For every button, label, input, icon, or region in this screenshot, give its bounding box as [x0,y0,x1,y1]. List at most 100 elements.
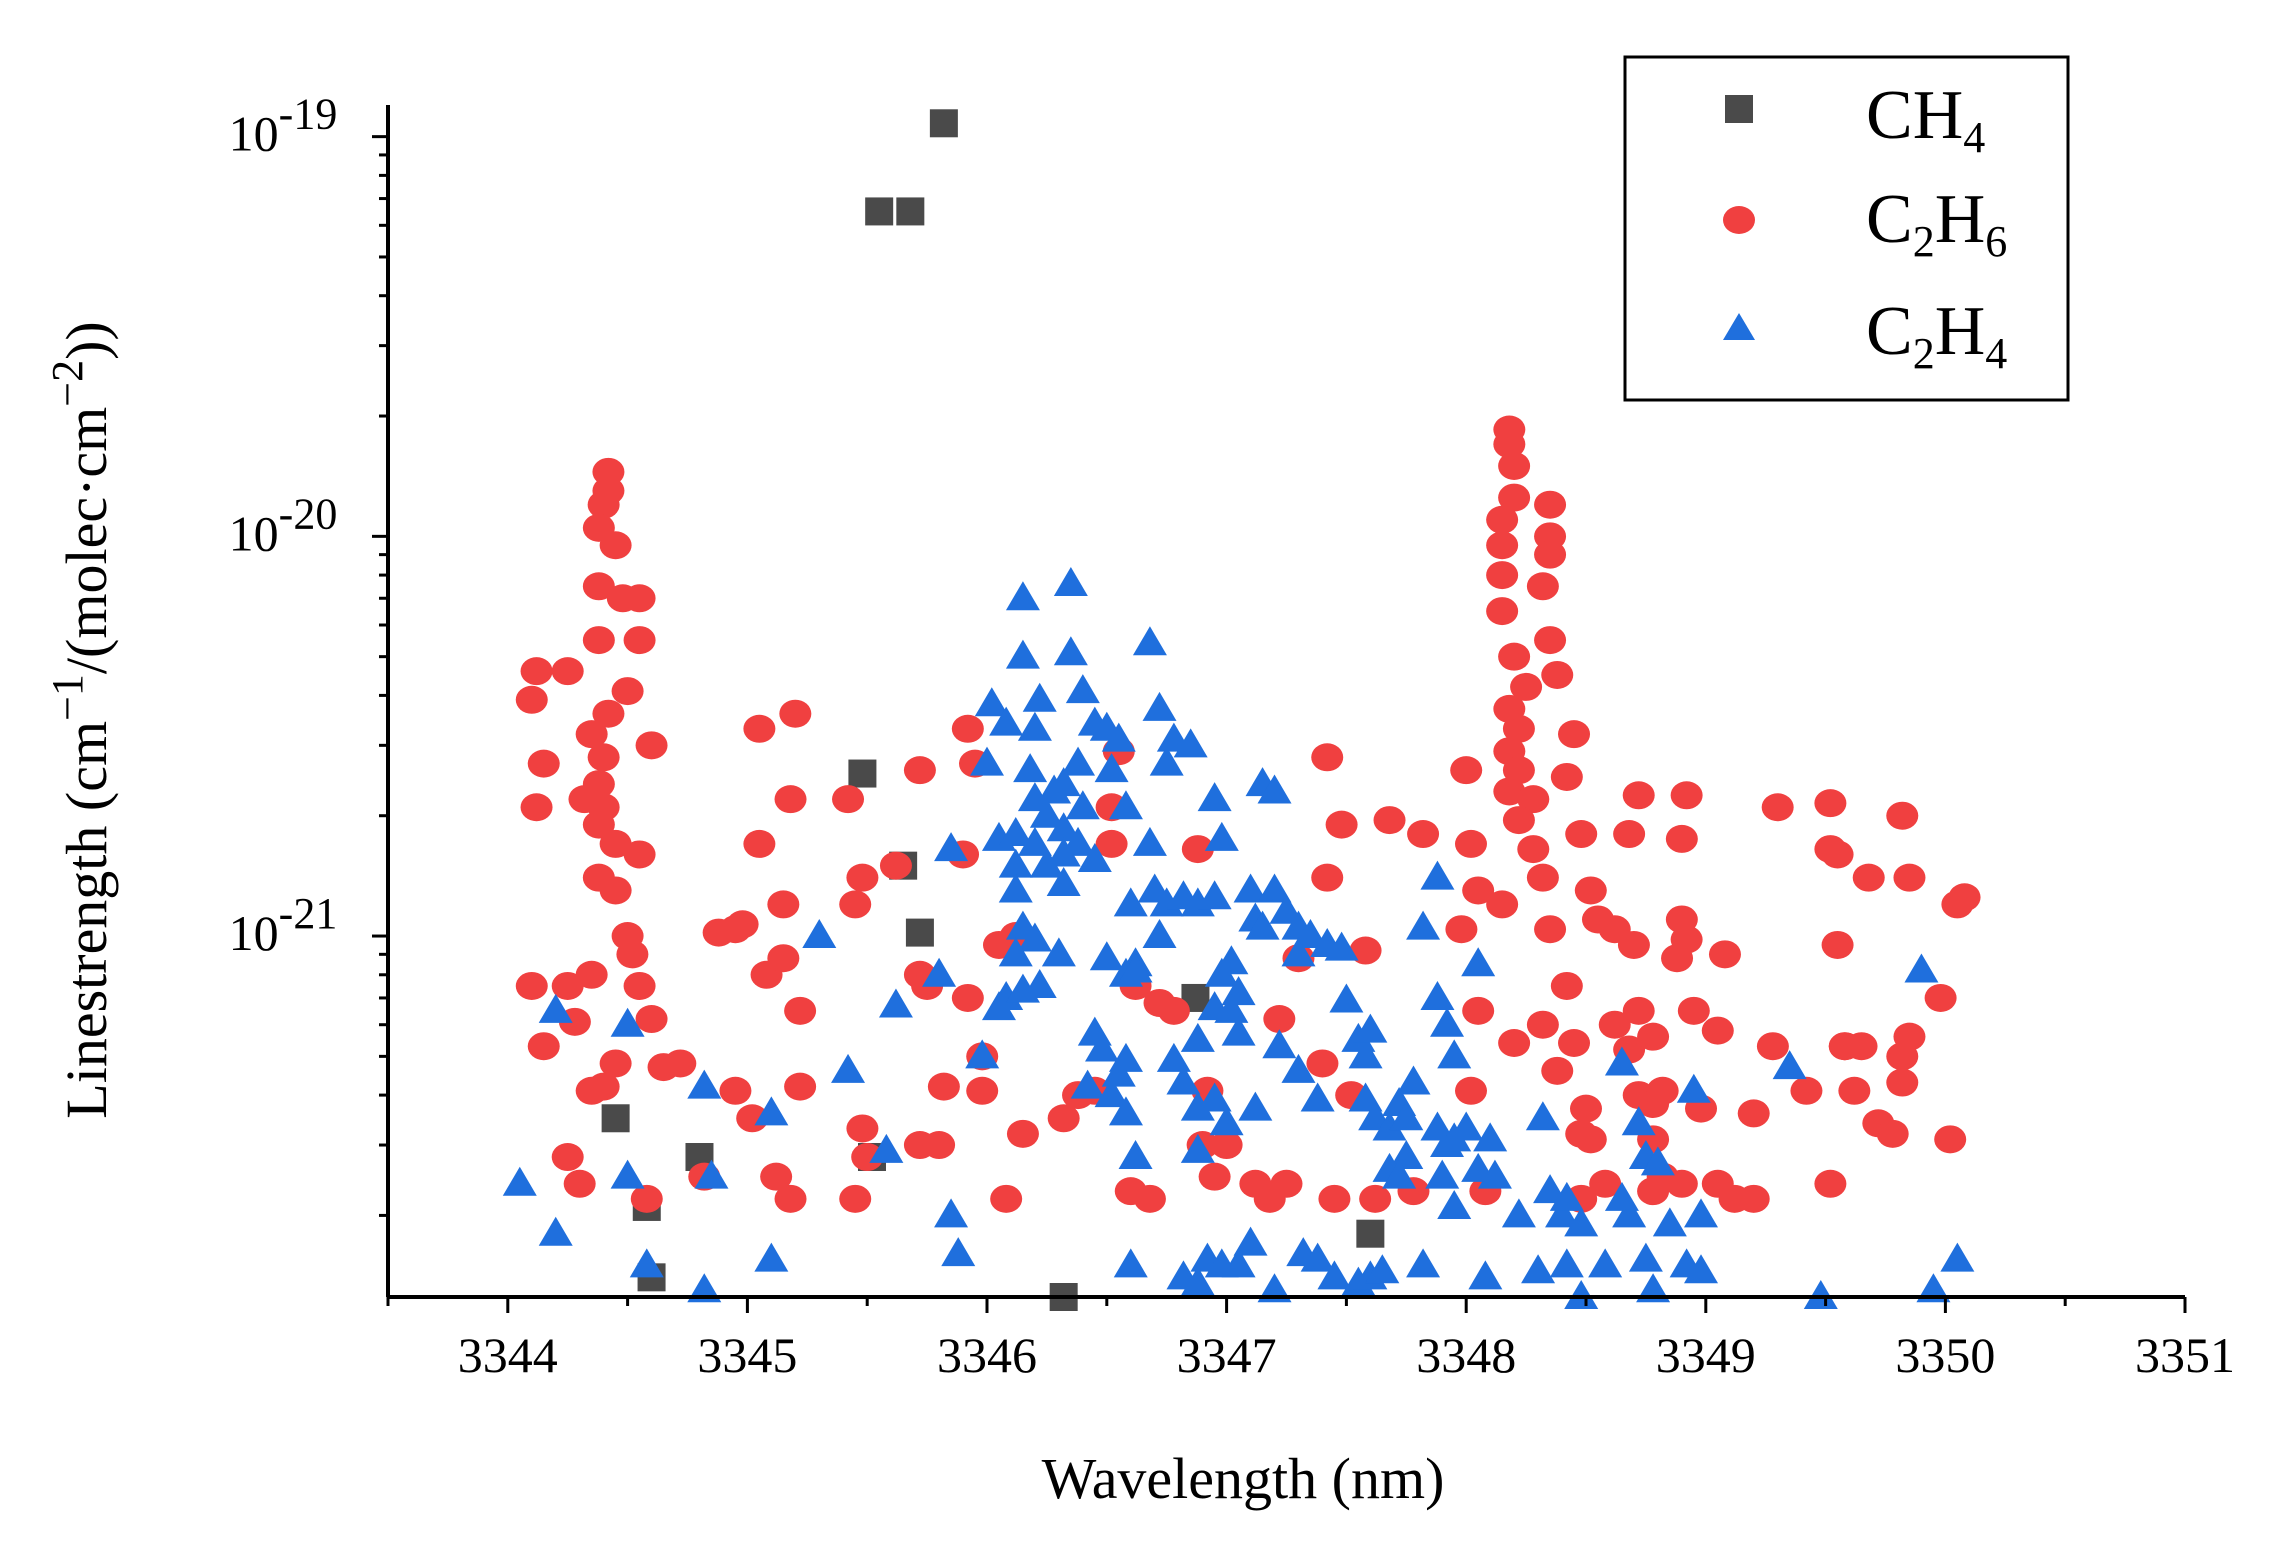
x-tick-label: 3345 [697,1327,797,1383]
data-point-c2h4 [1209,1106,1244,1136]
y-tick-label: 10-20 [229,489,338,561]
data-point-c2h6 [1558,720,1591,749]
data-point-c2h6 [1756,1032,1789,1061]
data-point-c2h6 [1445,915,1478,944]
data-point-c2h4 [998,937,1033,967]
data-point-c2h4 [1233,1226,1268,1256]
data-point-c2h4 [1017,782,1052,812]
data-point-c2h4 [1204,957,1239,987]
data-point-c2h6 [1934,1125,1967,1154]
data-point-c2h6 [1486,531,1519,560]
data-point-c2h4 [1588,1248,1623,1278]
legend-marker-c2h6 [1723,206,1755,234]
data-point-c2h6 [1574,876,1607,905]
data-point-c2h6 [951,714,984,743]
data-point-c2h6 [1948,883,1981,912]
data-point-c2h6 [1270,1169,1303,1198]
data-point-c2h4 [1118,953,1153,983]
data-point-c2h4 [1197,1082,1232,1112]
data-point-c2h6 [599,1049,632,1078]
data-point-c2h4 [1473,1122,1508,1152]
data-point-c2h6 [879,851,912,880]
data-point-c2h6 [767,944,800,973]
data-point-c2h6 [623,840,656,869]
data-point-c2h4 [1676,1073,1711,1103]
data-point-c2h6 [1373,806,1406,835]
data-point-c2h6 [1924,983,1957,1012]
data-point-c2h4 [1382,1159,1417,1189]
data-point-c2h4 [1166,1065,1201,1095]
data-point-ch4 [848,759,877,788]
data-point-c2h4 [1389,1101,1424,1131]
data-point-c2h6 [582,572,615,601]
data-point-c2h6 [1550,762,1583,791]
data-point-c2h4 [1204,821,1239,851]
data-point-c2h6 [575,960,608,989]
data-point-c2h4 [1406,910,1441,940]
data-point-c2h4 [502,1166,537,1196]
data-point-c2h6 [767,890,800,919]
data-point-ch4 [896,197,925,226]
data-point-c2h6 [1852,863,1885,892]
y-tick-label: 10-21 [229,889,338,961]
data-point-c2h4 [1046,812,1081,842]
data-point-c2h4 [878,988,913,1018]
data-point-c2h6 [1534,915,1567,944]
data-point-c2h4 [1065,674,1100,704]
data-point-c2h4 [1142,691,1177,721]
data-point-c2h4 [1085,1032,1120,1062]
x-tick-label: 3346 [937,1327,1037,1383]
data-point-c2h4 [1564,1280,1599,1309]
data-point-c2h6 [1534,540,1567,569]
x-tick-label: 3350 [1895,1327,1995,1383]
data-point-c2h4 [1396,1065,1431,1095]
data-point-c2h6 [1893,1022,1926,1051]
data-point-c2h6 [1407,820,1440,849]
data-point-c2h4 [1046,837,1081,867]
data-point-c2h6 [1517,835,1550,864]
data-point-c2h4 [1628,1242,1663,1272]
legend-label-ch4: CH4 [1866,77,1985,162]
data-point-c2h4 [934,1198,969,1228]
data-point-c2h4 [1348,1039,1383,1069]
data-point-c2h4 [1053,566,1088,596]
data-point-c2h6 [1670,781,1703,810]
data-point-c2h6 [779,699,812,728]
data-point-c2h4 [1077,842,1112,872]
data-point-c2h4 [1257,873,1292,903]
data-point-c2h4 [1365,1254,1400,1284]
data-point-c2h4 [1916,1273,1951,1303]
data-point-c2h4 [1233,873,1268,903]
data-point-c2h4 [610,1007,645,1037]
data-point-c2h6 [1876,1119,1909,1148]
data-point-c2h4 [1533,1174,1568,1204]
data-point-c2h4 [1257,774,1292,804]
data-point-c2h6 [1821,840,1854,869]
data-point-c2h6 [1502,756,1535,785]
data-point-c2h6 [1574,1125,1607,1154]
data-point-c2h6 [923,1131,956,1160]
data-point-c2h6 [1646,1076,1679,1105]
data-point-c2h6 [966,1076,999,1105]
data-point-c2h6 [1486,890,1519,919]
data-point-c2h6 [1486,597,1519,626]
data-point-c2h4 [1089,941,1124,971]
data-point-c2h4 [1149,746,1184,776]
data-point-c2h4 [1372,1111,1407,1141]
data-point-c2h4 [1468,1260,1503,1290]
data-point-c2h6 [1886,801,1919,830]
data-point-c2h6 [1838,1076,1871,1105]
data-point-c2h6 [515,685,548,714]
data-point-c2h6 [832,785,865,814]
data-point-c2h6 [599,829,632,858]
data-point-c2h4 [1053,636,1088,666]
data-point-c2h6 [760,1162,793,1191]
data-point-c2h4 [1521,1254,1556,1284]
data-point-c2h6 [1665,824,1698,853]
data-point-c2h4 [1061,746,1096,776]
legend-marker-ch4 [1725,95,1753,123]
legend-label-c2h6: C2H6 [1866,181,2007,266]
data-point-c2h6 [599,876,632,905]
data-point-c2h6 [1526,572,1559,601]
data-point-c2h6 [1502,806,1535,835]
